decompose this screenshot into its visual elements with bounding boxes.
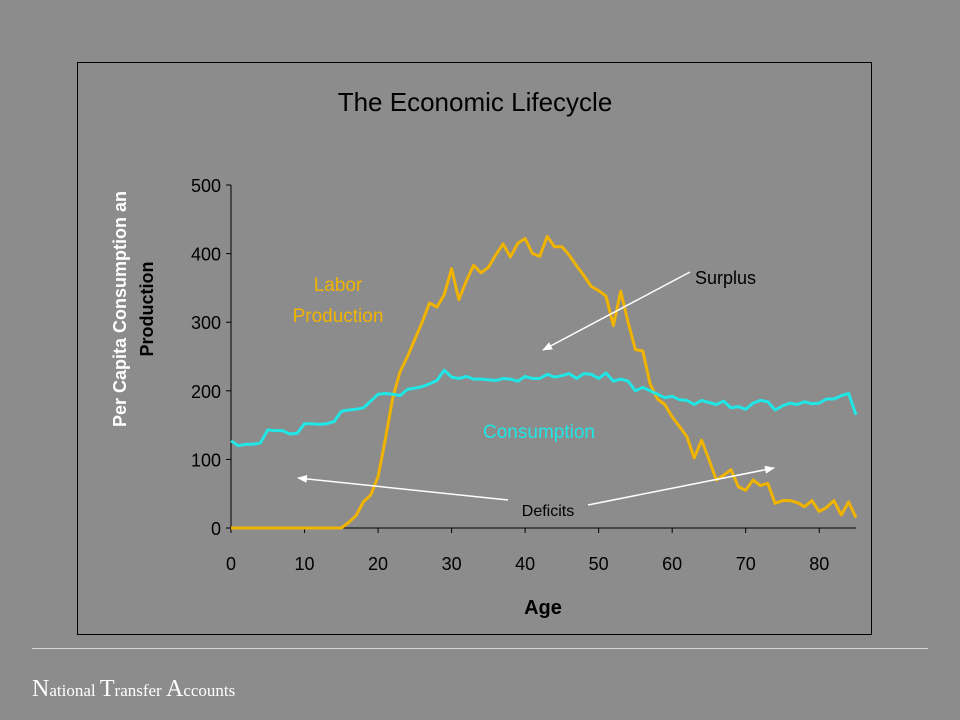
annotation-labor: Labor xyxy=(314,275,363,296)
x-tick-label: 30 xyxy=(442,554,462,574)
footer-t: T xyxy=(99,676,115,702)
x-tick-label: 40 xyxy=(515,554,535,574)
chart-panel: The Economic Lifecycle Per Capita Consum… xyxy=(77,62,872,635)
x-tick-label: 70 xyxy=(736,554,756,574)
y-tick-label: 100 xyxy=(191,450,221,470)
footer-ransfer: ransfer xyxy=(114,681,166,700)
chart-title: The Economic Lifecycle xyxy=(338,87,613,117)
deficits-arrow-left xyxy=(297,474,509,501)
annotation-consumption: Consumption xyxy=(483,422,595,443)
x-tick-label: 50 xyxy=(589,554,609,574)
x-tick-label: 80 xyxy=(809,554,829,574)
footer-brand: National Transfer Accounts xyxy=(32,676,235,703)
y-ticks: 0 100 200 300 400 500 xyxy=(191,176,231,539)
y-axis-label-line-2: Production xyxy=(137,262,157,357)
deficits-arrow-right xyxy=(587,465,775,506)
y-tick-label: 400 xyxy=(191,245,221,265)
x-ticks: 0 10 20 30 40 50 60 70 80 xyxy=(226,528,829,574)
footer-divider xyxy=(32,648,928,649)
footer-a: A xyxy=(165,676,184,702)
footer-ational: ational xyxy=(49,681,100,700)
x-tick-label: 20 xyxy=(368,554,388,574)
series-line-labor-production xyxy=(231,234,858,530)
x-tick-label: 0 xyxy=(226,554,236,574)
annotation-deficits: Deficits xyxy=(522,503,574,520)
lifecycle-chart: The Economic Lifecycle Per Capita Consum… xyxy=(110,87,858,619)
annotation-surplus: Surplus xyxy=(695,268,756,288)
y-tick-label: 0 xyxy=(211,519,221,539)
footer-n: N xyxy=(32,676,50,702)
x-axis-label: Age xyxy=(524,597,562,619)
series-line-consumption xyxy=(230,368,858,448)
y-tick-label: 300 xyxy=(191,313,221,333)
y-tick-label: 200 xyxy=(191,382,221,402)
y-axis-label: Per Capita Consumption an Production xyxy=(110,191,157,427)
y-axis-label-line-1: Per Capita Consumption an xyxy=(110,191,130,427)
series-group xyxy=(230,234,858,530)
x-tick-label: 10 xyxy=(295,554,315,574)
y-tick-label: 500 xyxy=(191,176,221,196)
footer-ccounts: ccounts xyxy=(183,681,236,700)
annotation-production: Production xyxy=(293,306,384,327)
surplus-arrow xyxy=(542,271,691,351)
x-tick-label: 60 xyxy=(662,554,682,574)
